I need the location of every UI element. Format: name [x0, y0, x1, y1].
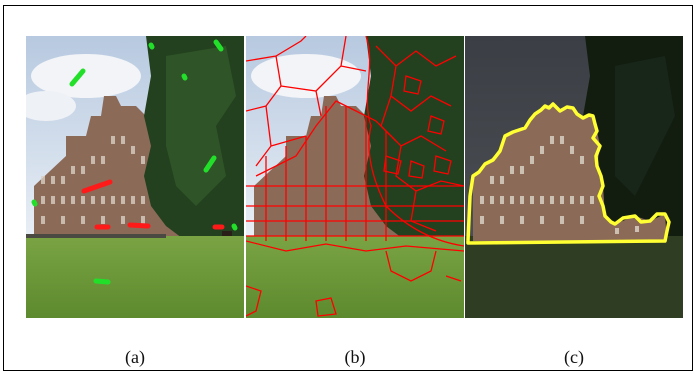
panel-c-segmentation	[465, 36, 683, 318]
caption-c: (c)	[564, 347, 584, 367]
segmented-building	[473, 104, 667, 241]
grass	[26, 236, 244, 318]
superpixel-boundaries	[246, 36, 464, 317]
background-scribbles	[31, 39, 238, 285]
panel-a-image	[26, 36, 244, 318]
panel-b-image	[246, 36, 464, 318]
tree	[144, 36, 244, 266]
caption-b: (b)	[344, 347, 366, 367]
segmentation-outline	[466, 102, 671, 245]
figure-frame	[3, 5, 693, 371]
foreground-scribbles	[81, 179, 225, 230]
panel-c-image	[465, 36, 683, 318]
caption-a: (a)	[125, 347, 145, 367]
panel-a-scribbles	[26, 36, 244, 318]
panel-b-superpixels	[246, 36, 464, 318]
